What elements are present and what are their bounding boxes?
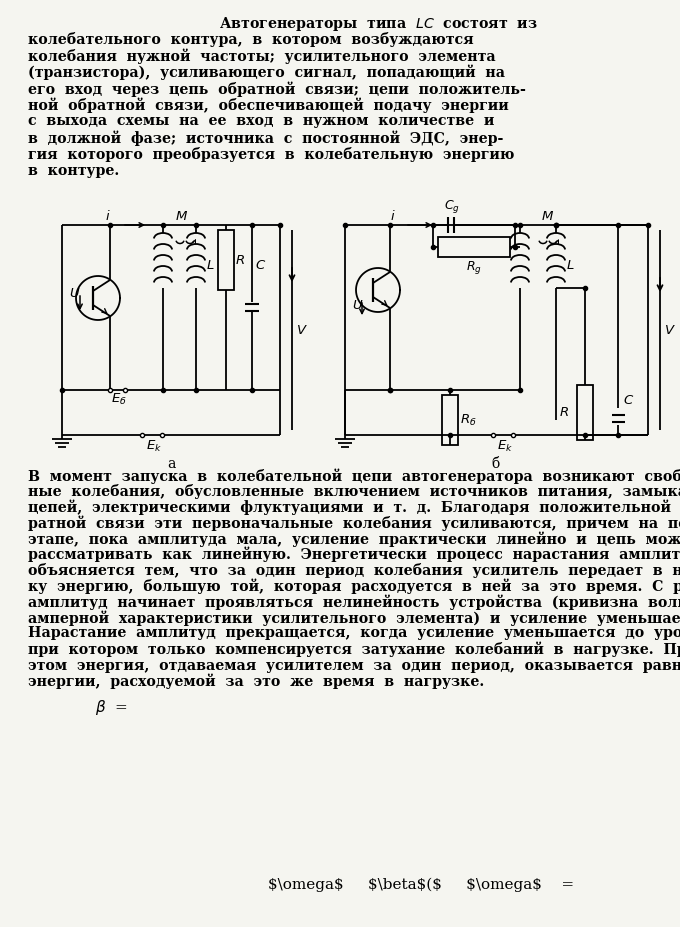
Text: $i$: $i$ — [105, 209, 111, 223]
Text: ратной  связи  эти  первоначальные  колебания  усиливаются,  причем  на  первом: ратной связи эти первоначальные колебани… — [28, 515, 680, 531]
Text: $E_{k}$: $E_{k}$ — [146, 439, 162, 454]
Text: амплитуд  начинает  проявляться  нелинейность  устройства  (кривизна  вольт-: амплитуд начинает проявляться нелинейнос… — [28, 594, 680, 610]
Text: $V$: $V$ — [296, 324, 308, 337]
Text: $\omega$     $\beta$($     $\omega$    =: $\omega$ $\beta$($ $\omega$ = — [268, 878, 574, 893]
Text: $L$: $L$ — [206, 259, 215, 272]
Text: б: б — [492, 457, 500, 471]
Text: а: а — [167, 457, 175, 471]
Text: рассматривать  как  линейную.  Энергетически  процесс  нарастания  амплитуд: рассматривать как линейную. Энергетическ… — [28, 547, 680, 563]
Text: колебательного  контура,  в  котором  возбуждаются: колебательного контура, в котором возбуж… — [28, 32, 474, 46]
Text: $U$: $U$ — [69, 286, 81, 299]
Text: этапе,  пока  амплитуда  мала,  усиление  практически  линейно  и  цепь  можно: этапе, пока амплитуда мала, усиление пра… — [28, 531, 680, 547]
Text: Нарастание  амплитуд  прекращается,  когда  усиление  уменьшается  до  уровня,: Нарастание амплитуд прекращается, когда … — [28, 626, 680, 640]
Bar — [438, 237, 510, 257]
Text: $\beta$  =: $\beta$ = — [95, 698, 128, 717]
Text: его  вход  через  цепь  обратной  связи;  цепи  положитель-: его вход через цепь обратной связи; цепи… — [28, 81, 526, 96]
Text: с  выхода  схемы  на  ее  вход  в  нужном  количестве  и: с выхода схемы на ее вход в нужном колич… — [28, 114, 494, 128]
Text: (транзистора),  усиливающего  сигнал,  попадающий  на: (транзистора), усиливающего сигнал, попа… — [28, 65, 505, 80]
Text: $C_{g}$: $C_{g}$ — [444, 198, 460, 215]
Text: $R_{g}$: $R_{g}$ — [466, 259, 482, 276]
Text: $U$: $U$ — [352, 298, 364, 311]
Text: амперной  характеристики  усилительного  элемента)  и  усиление  уменьшается.: амперной характеристики усилительного эл… — [28, 610, 680, 626]
Text: $M$: $M$ — [541, 210, 554, 223]
Bar — [577, 385, 593, 440]
Text: колебания  нужной  частоты;  усилительного  элемента: колебания нужной частоты; усилительного … — [28, 48, 496, 64]
Text: в  должной  фазе;  источника  с  постоянной  ЭДС,  энер-: в должной фазе; источника с постоянной Э… — [28, 131, 503, 146]
Text: $E_{k}$: $E_{k}$ — [497, 439, 513, 454]
Text: в  контуре.: в контуре. — [28, 163, 119, 177]
Text: $R$: $R$ — [559, 405, 569, 418]
Text: $E_{б}$: $E_{б}$ — [111, 392, 127, 407]
Text: $L$: $L$ — [566, 259, 575, 272]
Bar — [442, 395, 458, 445]
Text: ной  обратной  связи,  обеспечивающей  подачу  энергии: ной обратной связи, обеспечивающей подач… — [28, 97, 509, 113]
Text: В  момент  запуска  в  колебательной  цепи  автогенератора  возникают  свобод-: В момент запуска в колебательной цепи ав… — [28, 468, 680, 484]
Text: $R$: $R$ — [235, 253, 245, 266]
Text: $i$: $i$ — [390, 209, 396, 223]
Text: цепей,  электрическими  флуктуациями  и  т.  д.  Благодаря  положительной  об-: цепей, электрическими флуктуациями и т. … — [28, 500, 680, 515]
Text: $R_{б}$: $R_{б}$ — [460, 413, 477, 427]
Text: этом  энергия,  отдаваемая  усилителем  за  один  период,  оказывается  равной: этом энергия, отдаваемая усилителем за о… — [28, 657, 680, 673]
Text: при  котором  только  компенсируется  затухание  колебаний  в  нагрузке.  При: при котором только компенсируется затуха… — [28, 641, 680, 657]
Text: объясняется  тем,  что  за  один  период  колебания  усилитель  передает  в  наг: объясняется тем, что за один период коле… — [28, 563, 680, 578]
Text: ку  энергию,  большую  той,  которая  расходуется  в  ней  за  это  время.  С  р: ку энергию, большую той, которая расходу… — [28, 578, 680, 594]
Text: $M$: $M$ — [175, 210, 188, 223]
Text: $C$: $C$ — [255, 259, 266, 272]
Text: ные  колебания,  обусловленные  включением  источников  питания,  замыканием: ные колебания, обусловленные включением … — [28, 484, 680, 499]
Text: $C$: $C$ — [623, 393, 634, 407]
Text: Автогенераторы  типа  $LC$  состоят  из: Автогенераторы типа $LC$ состоят из — [170, 15, 538, 33]
Text: $V$: $V$ — [664, 324, 676, 337]
Text: энергии,  расходуемой  за  это  же  время  в  нагрузке.: энергии, расходуемой за это же время в н… — [28, 673, 484, 689]
Bar — [218, 230, 234, 290]
Text: гия  которого  преобразуется  в  колебательную  энергию: гия которого преобразуется в колебательн… — [28, 147, 514, 162]
